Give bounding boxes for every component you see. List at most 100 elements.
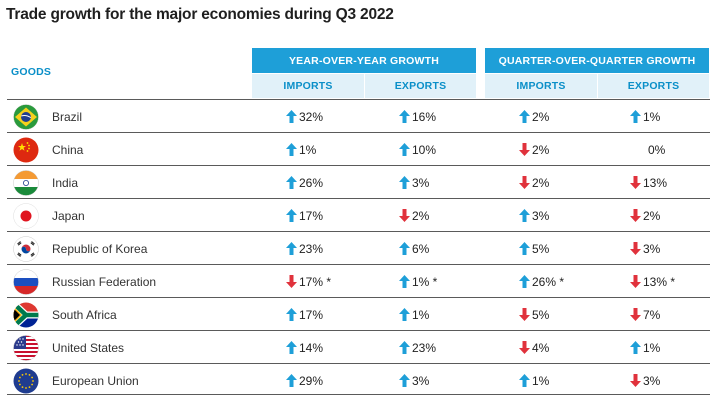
qoq-imports-cell: 2% — [519, 100, 549, 133]
table-row: United States 14% 23% 4% 1% — [7, 330, 710, 363]
qoq-exports-cell: 3% — [630, 364, 660, 397]
yoy-exports-value: 1% * — [412, 274, 438, 289]
eu-flag-icon — [13, 368, 39, 394]
yoy-exports-value: 3% — [412, 373, 430, 388]
up-arrow-icon — [519, 275, 530, 288]
yoy-exports-cell: 1% * — [399, 265, 437, 298]
up-arrow-icon — [519, 209, 530, 222]
yoy-imports-header: IMPORTS — [252, 74, 364, 98]
china-flag-icon — [13, 137, 39, 163]
yoy-exports-cell: 2% — [399, 199, 429, 232]
year-over-year-header: YEAR-OVER-YEAR GROWTH — [252, 48, 476, 73]
yoy-imports-value: 1% — [299, 142, 317, 157]
yoy-exports-cell: 3% — [399, 166, 429, 199]
down-arrow-icon — [519, 341, 530, 354]
down-arrow-icon — [630, 242, 641, 255]
qoq-exports-value: 13% — [643, 175, 668, 190]
yoy-imports-value: 14% — [299, 340, 324, 355]
up-arrow-icon — [286, 176, 297, 189]
country-name: China — [52, 142, 84, 157]
yoy-exports-value: 1% — [412, 307, 430, 322]
yoy-exports-value: 3% — [412, 175, 430, 190]
qoq-imports-value: 4% — [532, 340, 550, 355]
trade-table: Brazil 32% 16% 2% 1% China 1% 10% 2% 0% India 26% 3%… — [7, 99, 710, 395]
up-arrow-icon — [519, 374, 530, 387]
yoy-exports-value: 23% — [412, 340, 437, 355]
yoy-imports-value: 26% — [299, 175, 324, 190]
brazil-flag-icon — [13, 104, 39, 130]
up-arrow-icon — [399, 176, 410, 189]
up-arrow-icon — [399, 110, 410, 123]
down-arrow-icon — [519, 176, 530, 189]
yoy-imports-cell: 1% — [286, 133, 316, 166]
qoq-imports-value: 1% — [532, 373, 550, 388]
up-arrow-icon — [630, 110, 641, 123]
qoq-imports-value: 2% — [532, 109, 550, 124]
table-row: India 26% 3% 2% 13% — [7, 165, 710, 198]
japan-flag-icon — [13, 203, 39, 229]
qoq-exports-value: 13% * — [643, 274, 676, 289]
qoq-exports-value: 3% — [643, 373, 661, 388]
qoq-imports-cell: 3% — [519, 199, 549, 232]
qoq-exports-value: 7% — [643, 307, 661, 322]
up-arrow-icon — [286, 110, 297, 123]
quarter-over-quarter-header: QUARTER-OVER-QUARTER GROWTH — [485, 48, 709, 73]
country-name: United States — [52, 340, 125, 355]
page-title: Trade growth for the major economies dur… — [6, 6, 394, 23]
qoq-exports-cell: 0% — [648, 133, 665, 166]
down-arrow-icon — [399, 209, 410, 222]
up-arrow-icon — [519, 242, 530, 255]
country-name: Japan — [52, 208, 85, 223]
up-arrow-icon — [399, 374, 410, 387]
qoq-exports-cell: 1% — [630, 100, 660, 133]
yoy-exports-value: 2% — [412, 208, 430, 223]
yoy-exports-header: EXPORTS — [364, 74, 476, 98]
up-arrow-icon — [286, 308, 297, 321]
yoy-exports-cell: 10% — [399, 133, 436, 166]
qoq-imports-cell: 5% — [519, 298, 549, 331]
qoq-imports-cell: 2% — [519, 133, 549, 166]
up-arrow-icon — [399, 242, 410, 255]
yoy-imports-cell: 14% — [286, 331, 323, 364]
yoy-imports-value: 17% — [299, 307, 324, 322]
qoq-imports-value: 2% — [532, 175, 550, 190]
down-arrow-icon — [519, 143, 530, 156]
country-name: European Union — [52, 373, 139, 388]
russia-flag-icon — [13, 269, 39, 295]
up-arrow-icon — [630, 341, 641, 354]
table-row: China 1% 10% 2% 0% — [7, 132, 710, 165]
table-row: Japan 17% 2% 3% 2% — [7, 198, 710, 231]
down-arrow-icon — [630, 209, 641, 222]
country-name: Russian Federation — [52, 274, 157, 289]
qoq-imports-cell: 5% — [519, 232, 549, 265]
down-arrow-icon — [519, 308, 530, 321]
yoy-exports-cell: 3% — [399, 364, 429, 397]
up-arrow-icon — [399, 341, 410, 354]
up-arrow-icon — [286, 143, 297, 156]
qoq-imports-header: IMPORTS — [485, 74, 597, 98]
yoy-exports-cell: 16% — [399, 100, 436, 133]
yoy-imports-cell: 17% — [286, 199, 323, 232]
yoy-imports-cell: 26% — [286, 166, 323, 199]
yoy-imports-value: 32% — [299, 109, 324, 124]
table-row: European Union 29% 3% 1% 3% — [7, 363, 710, 395]
goods-column-header: GOODS — [11, 66, 52, 78]
qoq-imports-cell: 1% — [519, 364, 549, 397]
down-arrow-icon — [286, 275, 297, 288]
down-arrow-icon — [630, 308, 641, 321]
qoq-imports-cell: 26% * — [519, 265, 564, 298]
country-name: Republic of Korea — [52, 241, 148, 256]
qoq-exports-cell: 3% — [630, 232, 660, 265]
yoy-exports-value: 16% — [412, 109, 437, 124]
qoq-exports-value: 3% — [643, 241, 661, 256]
up-arrow-icon — [286, 209, 297, 222]
yoy-imports-cell: 29% — [286, 364, 323, 397]
yoy-imports-cell: 23% — [286, 232, 323, 265]
korea-flag-icon — [13, 236, 39, 262]
yoy-exports-cell: 23% — [399, 331, 436, 364]
down-arrow-icon — [630, 374, 641, 387]
qoq-exports-header: EXPORTS — [597, 74, 709, 98]
yoy-imports-value: 17% — [299, 208, 324, 223]
up-arrow-icon — [399, 275, 410, 288]
up-arrow-icon — [399, 308, 410, 321]
